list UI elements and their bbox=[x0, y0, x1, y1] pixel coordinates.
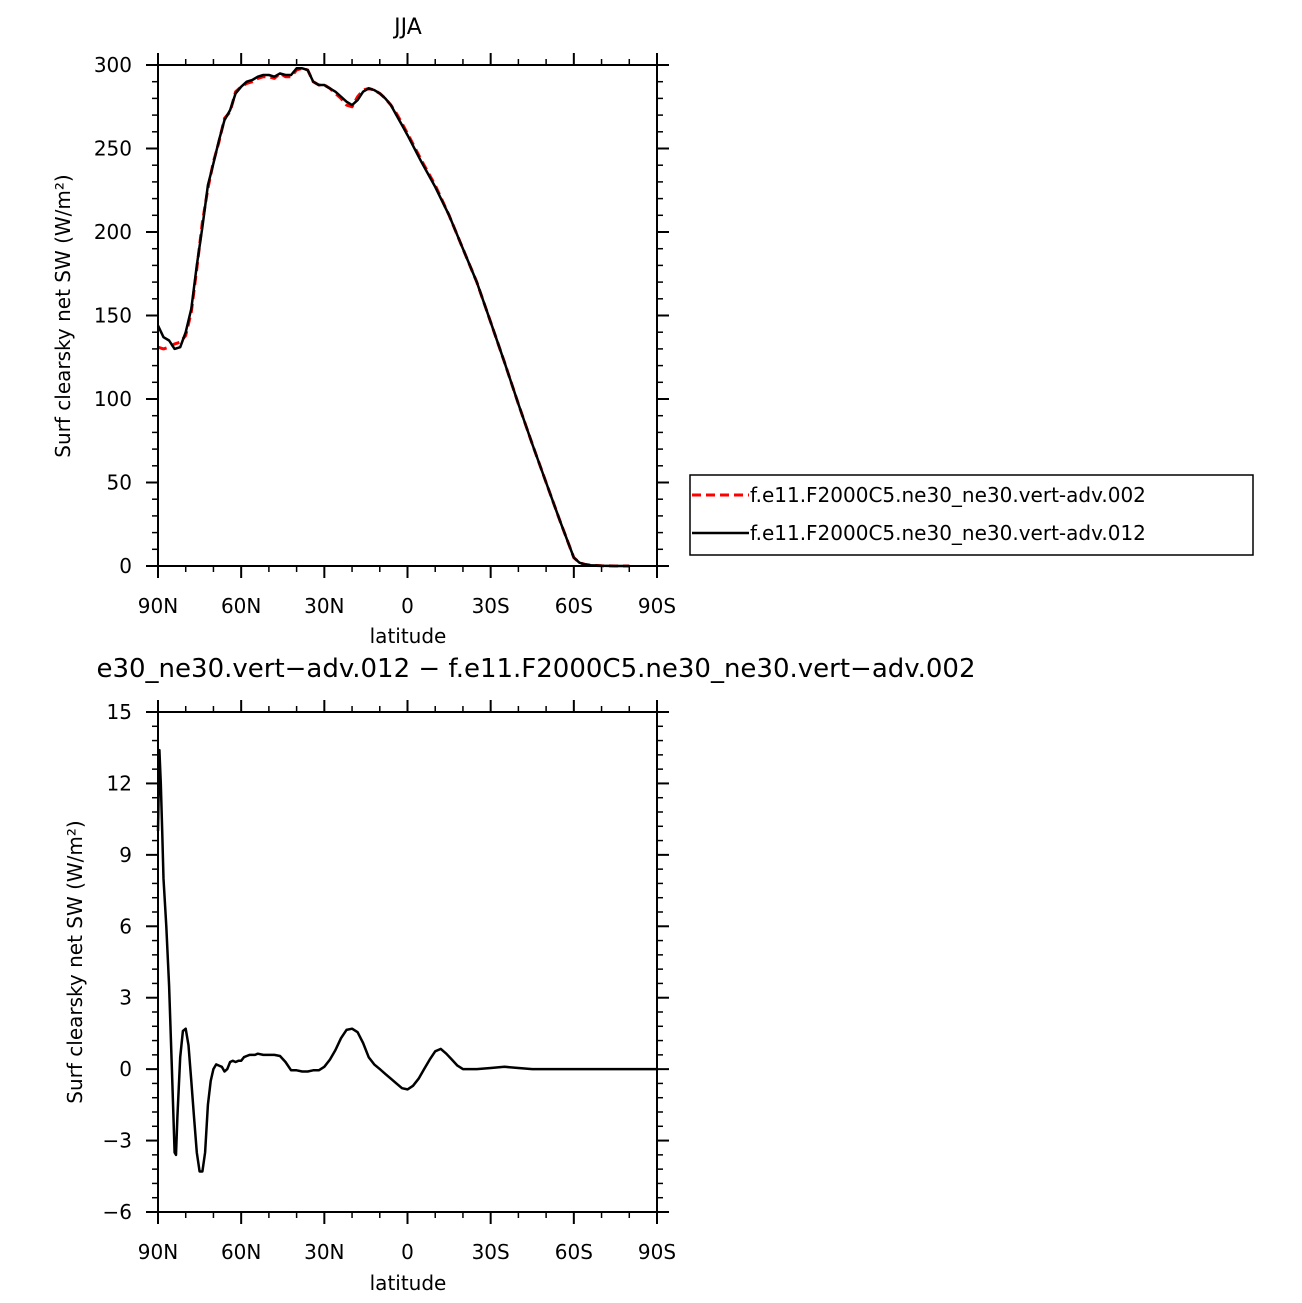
bottom-y-tick-label: 12 bbox=[107, 771, 132, 795]
bottom-chart-title: e30_ne30.vert−adv.012 − f.e11.F2000C5.ne… bbox=[96, 654, 975, 684]
top-y-tick-label: 150 bbox=[94, 304, 132, 328]
top-panel: JJA 0 50 100 150 200 250 300 90N 60N 30N 0 30S 60S 90… bbox=[51, 15, 1254, 648]
legend-label-0: f.e11.F2000C5.ne30_ne30.vert-adv.002 bbox=[750, 483, 1146, 507]
legend-label-1: f.e11.F2000C5.ne30_ne30.vert-adv.012 bbox=[750, 521, 1146, 545]
bottom-x-tick-label: 90N bbox=[138, 1240, 178, 1264]
bottom-y-tick-label: −3 bbox=[103, 1129, 132, 1153]
bottom-y-tick-label: 0 bbox=[119, 1057, 132, 1081]
bottom-y-axis-label: Surf clearsky net SW (W/m²) bbox=[63, 820, 87, 1103]
top-y-axis-label: Surf clearsky net SW (W/m²) bbox=[51, 174, 75, 457]
bottom-y-tick-label: 6 bbox=[119, 914, 132, 938]
bottom-x-tick-label: 60S bbox=[555, 1240, 593, 1264]
legend-item-1: f.e11.F2000C5.ne30_ne30.vert-adv.012 bbox=[692, 521, 1146, 545]
bottom-series-group bbox=[156, 748, 657, 1173]
top-x-tick-label: 60S bbox=[555, 594, 593, 618]
top-chart-title: JJA bbox=[392, 15, 422, 40]
top-y-tick-label: 0 bbox=[119, 554, 132, 578]
bottom-y-tick-label: 9 bbox=[119, 843, 132, 867]
bottom-y-tick-label: 3 bbox=[119, 986, 132, 1010]
legend: f.e11.F2000C5.ne30_ne30.vert-adv.002 f.e… bbox=[689, 474, 1254, 556]
bottom-series-line-0 bbox=[156, 748, 657, 1173]
bottom-axes: −6 −3 0 3 6 9 12 15 90N 60N 30N 0 30S 60S 90S bbox=[103, 700, 676, 1264]
bottom-plot-frame bbox=[157, 711, 658, 1213]
top-y-tick-label: 200 bbox=[94, 220, 132, 244]
bottom-x-tick-label: 90S bbox=[638, 1240, 676, 1264]
bottom-y-tick-label: 15 bbox=[107, 700, 132, 724]
top-x-tick-label: 90N bbox=[138, 594, 178, 618]
top-y-tick-label: 250 bbox=[94, 137, 132, 161]
top-y-tick-label: 100 bbox=[94, 387, 132, 411]
top-plot-frame bbox=[157, 64, 658, 567]
bottom-x-axis-label: latitude bbox=[370, 1271, 447, 1295]
bottom-x-tick-label: 30N bbox=[304, 1240, 344, 1264]
top-x-tick-label: 0 bbox=[401, 594, 414, 618]
top-axes: 0 50 100 150 200 250 300 90N 60N 30N 0 30S 60S 90S bbox=[94, 53, 676, 618]
top-y-tick-label: 300 bbox=[94, 53, 132, 77]
top-y-tick-label: 50 bbox=[107, 471, 132, 495]
legend-box bbox=[689, 474, 1254, 556]
top-x-tick-label: 90S bbox=[638, 594, 676, 618]
top-series-line-1 bbox=[156, 67, 630, 568]
legend-item-0: f.e11.F2000C5.ne30_ne30.vert-adv.002 bbox=[692, 483, 1146, 507]
top-x-tick-label: 60N bbox=[221, 594, 261, 618]
bottom-x-tick-label: 30S bbox=[472, 1240, 510, 1264]
bottom-panel: e30_ne30.vert−adv.012 − f.e11.F2000C5.ne… bbox=[63, 654, 976, 1295]
top-x-tick-label: 30S bbox=[472, 594, 510, 618]
bottom-y-tick-label: −6 bbox=[103, 1200, 132, 1224]
bottom-x-tick-label: 0 bbox=[401, 1240, 414, 1264]
bottom-x-tick-label: 60N bbox=[221, 1240, 261, 1264]
top-series-line-0 bbox=[157, 66, 630, 568]
top-x-tick-label: 30N bbox=[304, 594, 344, 618]
top-series-group bbox=[156, 66, 630, 568]
top-x-axis-label: latitude bbox=[370, 624, 447, 648]
